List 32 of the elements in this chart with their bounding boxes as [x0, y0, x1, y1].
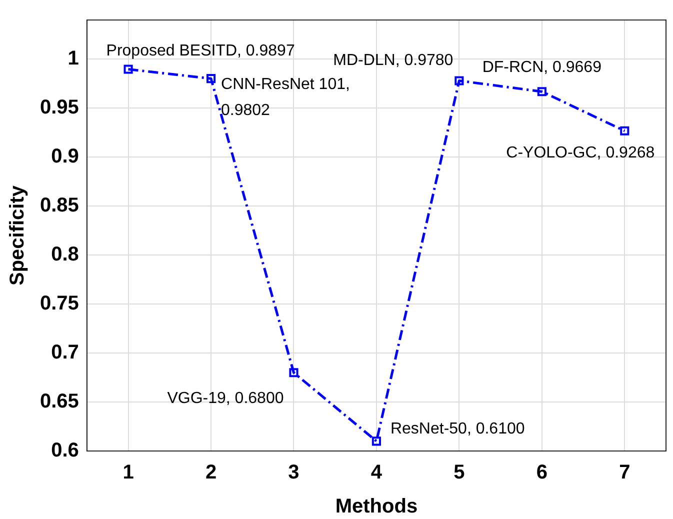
annotation: VGG-19, 0.6800	[167, 390, 284, 408]
x-tick-label: 1	[122, 462, 134, 484]
y-tick-label: 0.8	[51, 244, 79, 266]
y-tick-label: 1	[68, 48, 79, 70]
y-axis-title: Specificity	[6, 184, 29, 286]
y-tick-label: 0.75	[40, 292, 79, 315]
x-tick-label: 5	[454, 462, 465, 484]
annotation: CNN-ResNet 101, 0.9802	[221, 76, 350, 119]
point	[124, 64, 133, 74]
annotation: C-YOLO-GC, 0.9268	[506, 144, 655, 162]
x-axis-title: Methods	[335, 496, 418, 518]
x-tick-label: 6	[536, 462, 548, 484]
annotation: MD-DLN, 0.9780	[333, 52, 454, 70]
y-tick-label: 0.6	[51, 440, 79, 462]
point	[206, 74, 216, 84]
y-tick-label: 0.9	[51, 146, 79, 168]
point	[289, 368, 298, 378]
point	[537, 87, 546, 96]
point	[372, 436, 381, 446]
point	[454, 76, 464, 86]
x-tick-label: 7	[619, 462, 630, 484]
annotation: DF-RCN, 0.9669	[482, 59, 602, 76]
y-tick-label: 0.7	[51, 342, 79, 364]
annotation: ResNet-50, 0.6100	[390, 420, 525, 438]
x-tick-label: 4	[370, 462, 383, 484]
point	[620, 126, 630, 136]
y-tick-label: 0.95	[40, 96, 79, 119]
annotation: Proposed BESITD, 0.9897	[106, 42, 295, 60]
y-tick-label: 0.85	[40, 194, 79, 217]
x-tick-label: 3	[288, 462, 300, 484]
y-tick-label: 0.65	[40, 390, 79, 413]
x-tick-label: 2	[205, 462, 217, 484]
